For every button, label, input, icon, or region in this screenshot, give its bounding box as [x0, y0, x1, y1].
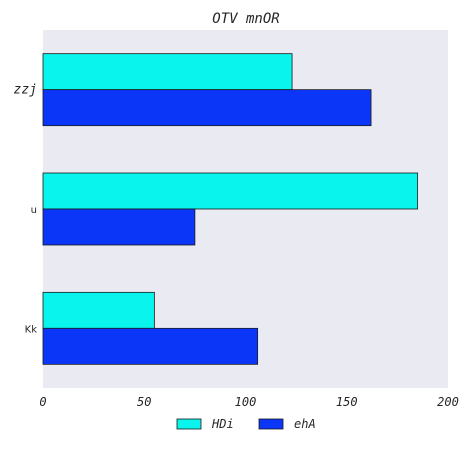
bar-ehA-zzj	[42, 89, 372, 127]
y-tick-label-u: u	[31, 205, 37, 216]
x-tick-label-0: 0	[39, 395, 46, 409]
bar-ehA-u	[42, 208, 196, 246]
legend-swatch-HDi	[176, 418, 202, 430]
x-tick-label-50: 50	[137, 395, 151, 409]
legend: HDi ehA	[176, 417, 316, 431]
y-axis-tick-labels: zzj u Kk	[14, 83, 38, 336]
x-axis-tick-labels: 0 50 100 150 200	[39, 395, 458, 409]
bars	[42, 53, 419, 365]
chart-title: OTV mnOR	[212, 11, 279, 27]
bar-HDi-zzj	[42, 53, 293, 91]
legend-label-HDi: HDi	[211, 417, 234, 431]
bar-ehA-Kk	[42, 327, 259, 365]
legend-swatch-ehA	[258, 418, 284, 430]
bar-HDi-u	[42, 172, 419, 210]
legend-label-ehA: ehA	[294, 417, 316, 431]
y-tick-label-zzj: zzj	[14, 83, 37, 98]
x-tick-label-200: 200	[437, 395, 459, 409]
x-tick-label-100: 100	[235, 395, 257, 409]
x-tick-label-150: 150	[336, 395, 358, 409]
bar-HDi-Kk	[42, 291, 155, 329]
y-tick-label-Kk: Kk	[25, 324, 38, 335]
